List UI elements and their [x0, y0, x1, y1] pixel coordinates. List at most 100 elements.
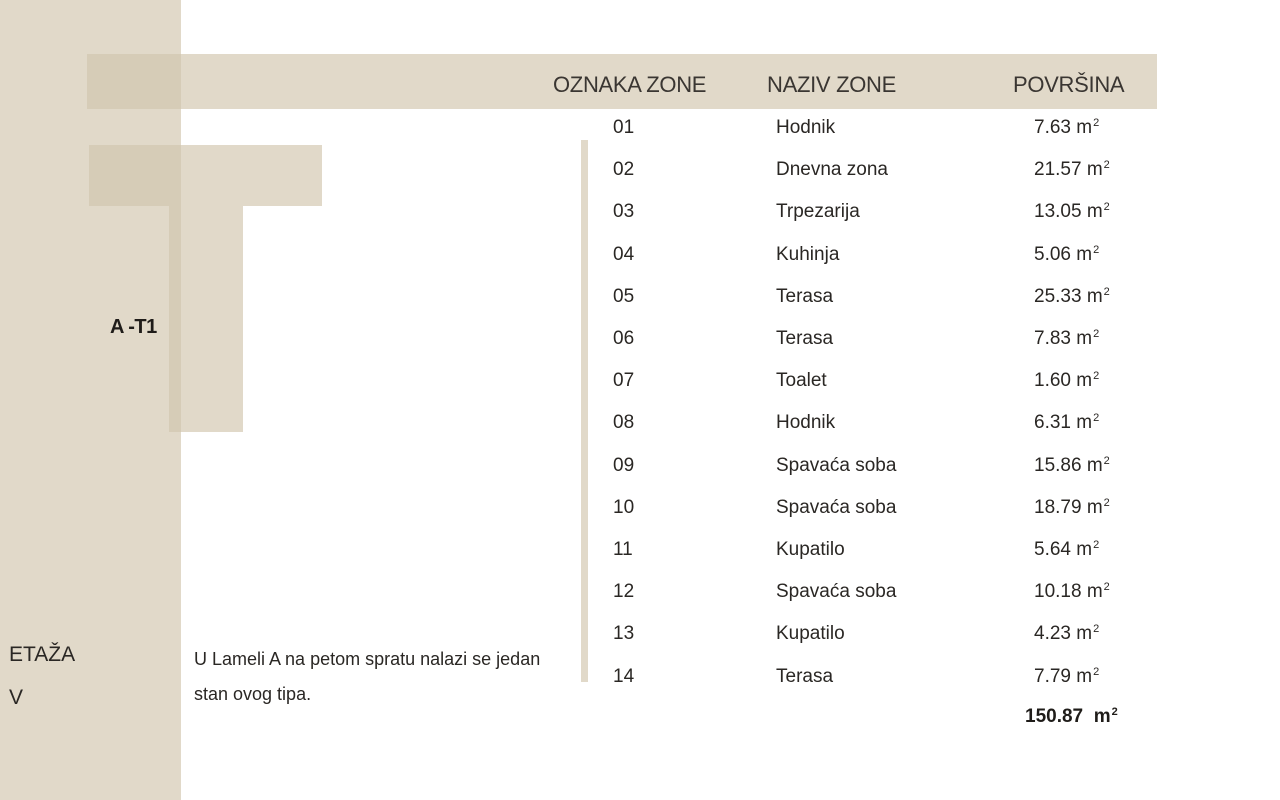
total-area-exponent: 2 — [1111, 706, 1118, 718]
table-row: 08 Hodnik 6.31 m2 — [0, 412, 1280, 442]
floor-value: V — [9, 686, 24, 709]
zone-area: 7.83 m2 — [1034, 328, 1099, 350]
table-row: 14 Terasa 7.79 m2 — [0, 666, 1280, 696]
zone-code: 05 — [613, 285, 635, 307]
zone-area-exponent: 2 — [1093, 623, 1100, 636]
zone-area-exponent: 2 — [1093, 539, 1100, 551]
zone-code: 02 — [613, 159, 635, 181]
table-row: 13 Kupatilo 4.23 m2 — [0, 623, 1280, 653]
zone-area-unit: m — [1086, 201, 1103, 223]
zone-area: 4.23 m2 — [1034, 623, 1099, 645]
zone-code: 14 — [613, 665, 635, 687]
zone-area-value: 7.83 — [1034, 328, 1071, 349]
zone-area-value: 21.57 — [1034, 159, 1082, 181]
zone-code: 06 — [613, 328, 635, 349]
table-row: 10 Spavaća soba 18.79 m2 — [0, 497, 1280, 527]
zone-area-unit: m — [1076, 623, 1093, 645]
table-row: 11 Kupatilo 5.64 m2 — [0, 539, 1280, 569]
t-shape-joint — [169, 145, 243, 206]
zone-area-value: 5.64 — [1034, 539, 1071, 560]
zone-area-unit: m — [1086, 454, 1103, 476]
zone-area-value: 4.23 — [1034, 623, 1071, 645]
zone-code: 04 — [613, 243, 635, 265]
zone-area-exponent: 2 — [1093, 328, 1100, 340]
zone-area-unit: m — [1076, 243, 1093, 265]
table-row: 01 Hodnik 7.63 m2 — [0, 117, 1280, 147]
zone-name: Hodnik — [776, 117, 836, 138]
zone-name: Toalet — [776, 370, 827, 392]
zone-code: 09 — [613, 454, 635, 476]
zone-code: 13 — [613, 623, 635, 645]
zone-area-unit: m — [1076, 665, 1093, 687]
zone-area-value: 1.60 — [1034, 370, 1071, 392]
zone-code: 11 — [613, 539, 633, 560]
zone-code: 12 — [613, 581, 635, 603]
zone-area: 21.57 m2 — [1034, 159, 1110, 181]
zone-area-exponent: 2 — [1093, 412, 1100, 425]
zone-area-unit: m — [1086, 581, 1103, 603]
zone-area-unit: m — [1076, 539, 1093, 560]
header-zone-code: OZNAKA ZONE — [553, 72, 707, 97]
zone-code: 01 — [613, 117, 635, 138]
zone-area-unit: m — [1086, 496, 1103, 518]
floor-label: ETAŽA — [9, 643, 76, 666]
table-row: 09 Spavaća soba 15.86 m2 — [0, 455, 1280, 485]
zone-area-value: 7.63 — [1034, 117, 1071, 138]
zone-area-value: 5.06 — [1034, 243, 1071, 265]
zone-name: Spavaća soba — [776, 496, 897, 518]
zone-name: Dnevna zona — [776, 159, 888, 181]
t-stem-overlap — [169, 206, 181, 432]
zone-area-unit: m — [1086, 285, 1103, 307]
zone-name: Kupatilo — [776, 539, 845, 560]
zone-code: 03 — [613, 201, 635, 223]
zone-area-exponent: 2 — [1103, 581, 1110, 594]
left-color-band — [0, 0, 181, 800]
zone-name: Hodnik — [776, 412, 836, 434]
header-band-overlap — [87, 54, 181, 109]
zone-code: 07 — [613, 370, 635, 392]
zone-code: 10 — [613, 496, 635, 518]
table-row: 03 Trpezarija 13.05 m2 — [0, 201, 1280, 231]
zone-area-value: 6.31 — [1034, 412, 1071, 434]
table-row: 12 Spavaća soba 10.18 m2 — [0, 581, 1280, 611]
total-area-value: 150.87 — [1025, 706, 1084, 727]
table-row: 02 Dnevna zona 21.57 m2 — [0, 159, 1280, 189]
zone-area-exponent: 2 — [1103, 454, 1110, 467]
zone-name: Kupatilo — [776, 623, 845, 645]
table-row: 05 Terasa 25.33 m2 — [0, 286, 1280, 316]
zone-area-value: 10.18 — [1034, 581, 1082, 603]
zone-name: Terasa — [776, 665, 834, 687]
table-row: 06 Terasa 7.83 m2 — [0, 328, 1280, 358]
total-area: 150.87 m2 — [1025, 706, 1118, 728]
zone-area-exponent: 2 — [1093, 665, 1100, 678]
zone-area-value: 13.05 — [1034, 201, 1082, 223]
t-shape-stem — [169, 206, 243, 432]
header-zone-name: NAZIV ZONE — [767, 72, 897, 97]
zone-area-exponent: 2 — [1103, 285, 1110, 298]
zone-area-unit: m — [1076, 117, 1093, 138]
zone-area: 15.86 m2 — [1034, 455, 1110, 477]
zone-area: 7.79 m2 — [1034, 666, 1099, 688]
header-zone-area: POVRŠINA — [1013, 72, 1125, 97]
zone-area: 5.64 m2 — [1034, 539, 1099, 561]
zone-area-unit: m — [1076, 328, 1093, 349]
zone-name: Terasa — [776, 328, 834, 349]
zone-area-value: 7.79 — [1034, 665, 1071, 687]
zone-area-exponent: 2 — [1093, 243, 1100, 256]
zone-area-value: 25.33 — [1034, 285, 1082, 307]
zone-area-value: 18.79 — [1034, 496, 1082, 518]
zone-area: 13.05 m2 — [1034, 201, 1110, 223]
zone-area-value: 15.86 — [1034, 454, 1082, 476]
zone-area-exponent: 2 — [1093, 370, 1100, 383]
zone-area: 10.18 m2 — [1034, 581, 1110, 603]
unit-code: A -T1 — [110, 316, 157, 338]
zone-area: 25.33 m2 — [1034, 286, 1110, 308]
zone-area-exponent: 2 — [1103, 201, 1110, 214]
zone-code: 08 — [613, 412, 635, 434]
zone-area-exponent: 2 — [1103, 496, 1110, 509]
header-color-band — [87, 54, 1157, 109]
zone-area-unit: m — [1086, 159, 1103, 181]
zone-area-exponent: 2 — [1103, 159, 1110, 172]
table-row: 04 Kuhinja 5.06 m2 — [0, 244, 1280, 274]
table-divider — [581, 140, 588, 682]
